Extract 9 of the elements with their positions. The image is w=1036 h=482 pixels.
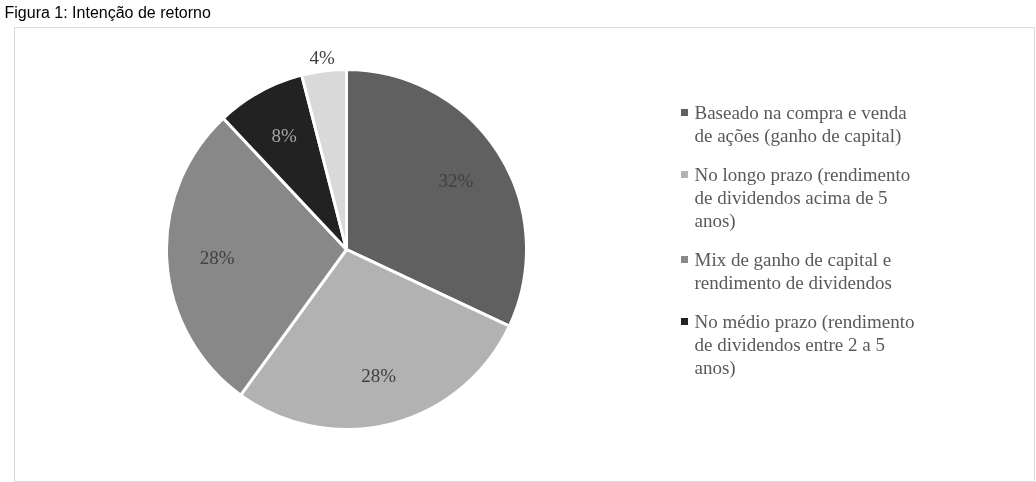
legend-label: Mix de ganho de capital e rendimento de dividendos [694, 249, 892, 293]
legend-label: No médio prazo (rendimento de dividendos entre 2 a 5 anos) [694, 311, 915, 379]
data-label: 8% [271, 125, 297, 147]
legend-label: No longo prazo (rendimento de dividendos acima de 5 anos) [694, 164, 911, 232]
data-label: 4% [309, 46, 336, 68]
data-label: 28% [199, 247, 235, 269]
legend-label: Baseado na compra e venda de ações (ganho de capital) [694, 102, 908, 147]
data-label: 28% [361, 364, 397, 386]
chart-title: Figura 1: Intenção de retorno [4, 3, 211, 21]
